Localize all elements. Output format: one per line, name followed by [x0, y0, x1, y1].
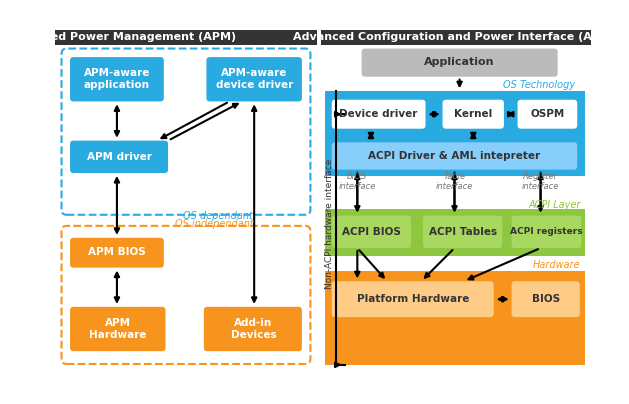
Text: BIOS
interface: BIOS interface [338, 172, 376, 191]
FancyBboxPatch shape [325, 91, 585, 177]
FancyBboxPatch shape [206, 57, 302, 101]
Text: BIOS: BIOS [532, 294, 560, 304]
Text: ACPI Driver & AML intepreter: ACPI Driver & AML intepreter [369, 151, 540, 161]
Text: Application: Application [425, 57, 495, 67]
Text: APM driver: APM driver [87, 152, 152, 162]
FancyBboxPatch shape [511, 216, 581, 248]
Text: Kernel: Kernel [454, 109, 493, 119]
Text: Table
interface: Table interface [436, 172, 473, 191]
FancyBboxPatch shape [423, 216, 502, 248]
FancyBboxPatch shape [331, 216, 411, 248]
FancyBboxPatch shape [331, 100, 425, 129]
FancyBboxPatch shape [70, 307, 165, 351]
Text: Register
interface: Register interface [522, 172, 559, 191]
FancyBboxPatch shape [70, 57, 164, 101]
Text: OSPM: OSPM [530, 109, 565, 119]
Text: Advanced Power Management (APM): Advanced Power Management (APM) [5, 32, 236, 42]
FancyBboxPatch shape [518, 100, 577, 129]
Text: APM-aware
application: APM-aware application [84, 68, 150, 90]
FancyBboxPatch shape [325, 209, 585, 256]
Text: Non-ACPI hardware interface: Non-ACPI hardware interface [325, 159, 333, 289]
Text: OS dependant: OS dependant [184, 210, 253, 221]
FancyBboxPatch shape [55, 30, 317, 45]
FancyBboxPatch shape [443, 100, 504, 129]
Text: APM BIOS: APM BIOS [88, 247, 146, 257]
Text: APM
Hardware: APM Hardware [89, 318, 147, 340]
Text: OS Technology: OS Technology [503, 80, 575, 90]
FancyBboxPatch shape [511, 281, 580, 317]
FancyBboxPatch shape [325, 271, 585, 365]
Text: Add-in
Devices: Add-in Devices [230, 318, 276, 340]
Text: ACPI registers: ACPI registers [510, 227, 583, 236]
FancyBboxPatch shape [70, 238, 164, 267]
Text: APM-aware
device driver: APM-aware device driver [216, 68, 292, 90]
FancyBboxPatch shape [331, 281, 494, 317]
Text: Platform Hardware: Platform Hardware [357, 294, 469, 304]
FancyBboxPatch shape [331, 142, 577, 170]
Text: Hardware: Hardware [533, 260, 581, 270]
Text: Device driver: Device driver [340, 109, 418, 119]
Text: OS independant: OS independant [175, 219, 253, 229]
Text: ACPI BIOS: ACPI BIOS [342, 227, 401, 237]
Text: Advanced Configuration and Power Interface (ACPI): Advanced Configuration and Power Interfa… [293, 32, 618, 42]
FancyBboxPatch shape [70, 141, 168, 173]
FancyBboxPatch shape [321, 30, 591, 45]
FancyBboxPatch shape [204, 307, 302, 351]
FancyBboxPatch shape [362, 48, 558, 77]
Text: ACPI Tables: ACPI Tables [429, 227, 497, 237]
Text: ACPI Layer: ACPI Layer [528, 200, 581, 210]
